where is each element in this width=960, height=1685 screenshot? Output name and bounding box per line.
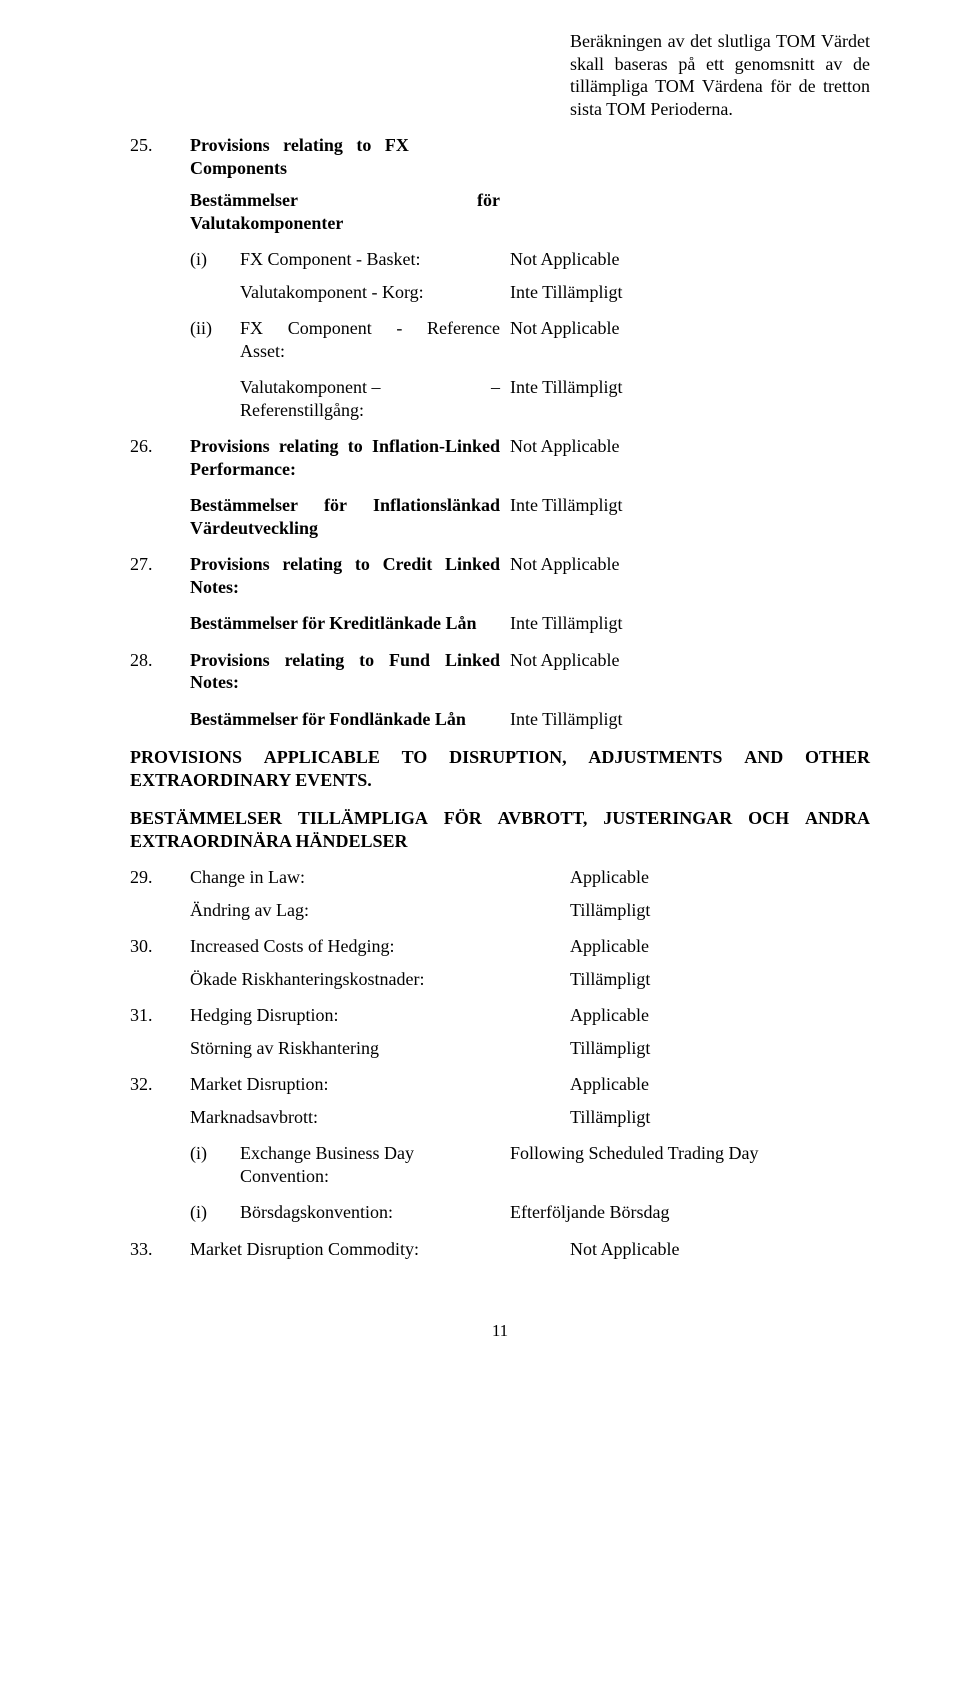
item-33-row: 33. Market Disruption Commodity: Not App… (130, 1238, 870, 1261)
intro-paragraph-row: Beräkningen av det slutliga TOM Värdet s… (130, 30, 870, 120)
item-32-sub-i-num: (i) (190, 1142, 240, 1165)
item-32-sub-i-sv-label: Börsdagskonvention: (240, 1201, 510, 1224)
item-29-value-sv: Tillämpligt (570, 899, 870, 922)
item-32-sub-i-sv-row: (i) Börsdagskonvention: Efterföljande Bö… (190, 1201, 870, 1224)
item-29-label-en: Change in Law: (190, 866, 570, 889)
item-30-value-en: Applicable (570, 935, 870, 958)
item-27-value-en: Not Applicable (510, 553, 870, 576)
item-26-value-sv: Inte Tillämpligt (510, 494, 870, 517)
item-25-i-row: (i) FX Component - Basket: Not Applicabl… (190, 248, 870, 271)
label-sv-line2: Valutakomponenter (190, 213, 343, 233)
item-31-label-sv: Störning av Riskhantering (190, 1037, 570, 1060)
item-26-label-sv: Bestämmelser för Inflationslänkad Värdeu… (190, 494, 510, 539)
item-32-label-sv: Marknadsavbrott: (190, 1106, 570, 1129)
item-27-value-sv: Inte Tillämpligt (510, 612, 870, 635)
item-25-label-sv: Bestämmelser för Valutakomponenter (190, 189, 510, 234)
item-32-sub-i-label: Exchange Business Day Convention: (240, 1142, 510, 1187)
item-27-row: 27. Provisions relating to Credit Linked… (130, 553, 870, 598)
item-31-value-sv: Tillämpligt (570, 1037, 870, 1060)
item-28-value-en: Not Applicable (510, 649, 870, 672)
item-25-i-sv-value: Inte Tillämpligt (510, 281, 870, 304)
item-32-sub-i-row: (i) Exchange Business Day Convention: Fo… (190, 1142, 870, 1187)
item-31-label-en: Hedging Disruption: (190, 1004, 570, 1027)
item-25-ii-value: Not Applicable (510, 317, 870, 340)
item-27-label-en: Provisions relating to Credit Linked Not… (190, 553, 510, 598)
item-33-number: 33. (130, 1238, 190, 1261)
item-31-sv-row: Störning av Riskhantering Tillämpligt (190, 1037, 870, 1060)
item-25-label-en: Provisions relating to FX Components (190, 134, 510, 179)
item-28-number: 28. (130, 649, 190, 672)
item-28-label-en: Provisions relating to Fund Linked Notes… (190, 649, 510, 694)
item-32-sub-i-value: Following Scheduled Trading Day (510, 1142, 870, 1165)
item-28-label-sv: Bestämmelser för Fondlänkade Lån (190, 708, 510, 731)
item-30-sv-row: Ökade Riskhanteringskostnader: Tillämpli… (190, 968, 870, 991)
item-25-number: 25. (130, 134, 190, 157)
item-28-row: 28. Provisions relating to Fund Linked N… (130, 649, 870, 694)
item-31-row: 31. Hedging Disruption: Applicable (130, 1004, 870, 1027)
item-25-ii-sv-value: Inte Tillämpligt (510, 376, 870, 399)
section-heading-en: PROVISIONS APPLICABLE TO DISRUPTION, ADJ… (130, 746, 870, 791)
item-29-sv-row: Ändring av Lag: Tillämpligt (190, 899, 870, 922)
item-25-i-label: FX Component - Basket: (240, 248, 510, 271)
item-25-ii-label: FX Component - Reference Asset: (240, 317, 510, 362)
item-25-row: 25. Provisions relating to FX Components (130, 134, 870, 179)
item-31-value-en: Applicable (570, 1004, 870, 1027)
label-sv-left: Bestämmelser (190, 189, 298, 212)
item-29-value-en: Applicable (570, 866, 870, 889)
intro-text: Beräkningen av det slutliga TOM Värdet s… (570, 30, 870, 120)
section-heading-sv: BESTÄMMELSER TILLÄMPLIGA FÖR AVBROTT, JU… (130, 807, 870, 852)
item-27-sv-row: Bestämmelser för Kreditlänkade Lån Inte … (190, 612, 870, 635)
item-29-number: 29. (130, 866, 190, 889)
item-32-sv-row: Marknadsavbrott: Tillämpligt (190, 1106, 870, 1129)
item-30-label-sv: Ökade Riskhanteringskostnader: (190, 968, 570, 991)
item-26-sv-row: Bestämmelser för Inflationslänkad Värdeu… (190, 494, 870, 539)
item-32-value-sv: Tillämpligt (570, 1106, 870, 1129)
item-27-number: 27. (130, 553, 190, 576)
item-33-value-en: Not Applicable (570, 1238, 870, 1261)
item-33-label-en: Market Disruption Commodity: (190, 1238, 570, 1261)
item-25-i-value: Not Applicable (510, 248, 870, 271)
item-26-value-en: Not Applicable (510, 435, 870, 458)
item-25-i-sv-row: Valutakomponent - Korg: Inte Tillämpligt (240, 281, 870, 304)
item-32-label-en: Market Disruption: (190, 1073, 570, 1096)
item-29-label-sv: Ändring av Lag: (190, 899, 570, 922)
item-29-row: 29. Change in Law: Applicable (130, 866, 870, 889)
item-26-number: 26. (130, 435, 190, 458)
item-30-value-sv: Tillämpligt (570, 968, 870, 991)
item-25-ii-sv-row: Valutakomponent – – Referenstillgång: In… (240, 376, 870, 421)
item-25-ii-row: (ii) FX Component - Reference Asset: Not… (190, 317, 870, 362)
item-25-i-sv-label: Valutakomponent - Korg: (240, 281, 510, 304)
item-32-sub-i-sv-value: Efterföljande Börsdag (510, 1201, 870, 1224)
item-25-ii-num: (ii) (190, 317, 240, 340)
item-32-row: 32. Market Disruption: Applicable (130, 1073, 870, 1096)
item-31-number: 31. (130, 1004, 190, 1027)
item-26-label-en: Provisions relating to Inflation-Linked … (190, 435, 510, 480)
item-32-number: 32. (130, 1073, 190, 1096)
item-26-row: 26. Provisions relating to Inflation-Lin… (130, 435, 870, 480)
page-number: 11 (130, 1320, 870, 1341)
item-25-label-sv-row: Bestämmelser för Valutakomponenter (190, 189, 870, 234)
item-30-row: 30. Increased Costs of Hedging: Applicab… (130, 935, 870, 958)
item-30-label-en: Increased Costs of Hedging: (190, 935, 570, 958)
item-25-ii-sv-label: Valutakomponent – – Referenstillgång: (240, 376, 510, 421)
item-25-i-num: (i) (190, 248, 240, 271)
label-sv-right: för (477, 189, 500, 212)
item-28-value-sv: Inte Tillämpligt (510, 708, 870, 731)
item-32-value-en: Applicable (570, 1073, 870, 1096)
item-27-label-sv: Bestämmelser för Kreditlänkade Lån (190, 612, 510, 635)
item-30-number: 30. (130, 935, 190, 958)
item-28-sv-row: Bestämmelser för Fondlänkade Lån Inte Ti… (190, 708, 870, 731)
item-32-sub-i-sv-num: (i) (190, 1201, 240, 1224)
